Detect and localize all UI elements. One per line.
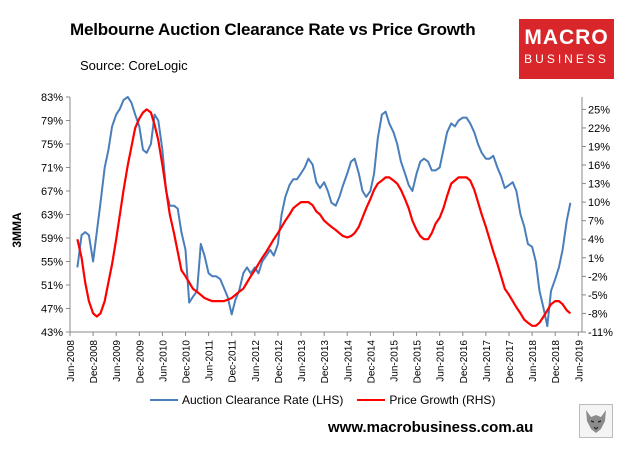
x-tick-label: Jun-2013 [297,340,308,382]
x-tick-label: Jun-2009 [112,340,123,382]
chart-legend: Auction Clearance Rate (LHS) Price Growt… [150,393,509,407]
x-tick-label: Dec-2008 [89,340,100,384]
plot-frame [69,97,583,333]
wolf-icon [579,404,613,438]
x-tick-label: Dec-2012 [274,340,285,384]
x-tick-label: Dec-2013 [320,340,331,384]
right-tick-label: 16% [588,160,610,172]
macrobusiness-logo: MACRO BUSINESS [519,19,614,79]
x-tick-label: Jun-2011 [205,340,216,381]
legend-label-growth: Price Growth (RHS) [389,393,496,407]
x-tick-label: Jun-2015 [389,340,400,382]
x-tick-label: Jun-2019 [574,340,585,382]
x-tick-label: Jun-2016 [436,340,447,382]
legend-label-clearance: Auction Clearance Rate (LHS) [182,393,344,407]
x-tick-label: Dec-2014 [366,340,377,384]
series-lines [76,96,572,328]
right-tick-label: -8% [588,308,608,320]
left-tick-label: 83% [41,92,63,104]
logo-line-1: MACRO [524,26,609,49]
x-axis-ticks: Jun-2008 Dec-2008 Jun-2009 Dec-2009 Jun-2010… [66,332,585,383]
right-tick-label: 13% [588,179,610,191]
logo-line-2: BUSINESS [524,52,609,66]
right-tick-label: 22% [588,123,610,135]
x-tick-label: Dec-2016 [459,340,470,384]
right-axis-ticks: -11% -8% -5% -2% 1% 4% 7% 10% 13% 16% 19% 22% 25% [582,104,613,339]
left-tick-label: 63% [41,210,63,222]
left-tick-label: 67% [41,186,63,198]
right-tick-label: 4% [588,234,604,246]
left-tick-label: 51% [41,280,63,292]
website-url: www.macrobusiness.com.au [328,419,534,436]
x-tick-label: Dec-2010 [182,340,193,384]
x-tick-label: Jun-2012 [251,340,262,382]
right-tick-label: 19% [588,141,610,153]
series-line-price-growth [76,108,572,327]
chart-title: Melbourne Auction Clearance Rate vs Pric… [70,20,476,39]
left-tick-label: 59% [41,233,63,245]
x-tick-label: Dec-2018 [551,340,562,384]
right-tick-label: -2% [588,271,608,283]
left-tick-label: 71% [41,163,63,175]
right-tick-label: 10% [588,197,610,209]
x-tick-label: Dec-2011 [228,340,239,383]
series-line-clearance-rate [76,96,572,328]
right-tick-label: 25% [588,104,610,116]
left-axis-ticks: 43% 47% 51% 55% 59% 63% 67% 71% 75% 79% 83% [41,92,70,339]
x-tick-label: Dec-2017 [505,340,516,384]
legend-item-clearance: Auction Clearance Rate (LHS) [150,393,343,407]
right-tick-label: 1% [588,253,604,265]
x-tick-label: Jun-2010 [158,340,169,382]
right-tick-label: -5% [588,290,608,302]
left-tick-label: 55% [41,257,63,269]
x-tick-label: Dec-2009 [135,340,146,384]
chart-source: Source: CoreLogic [80,58,188,73]
left-tick-label: 75% [41,139,63,151]
right-tick-label: 7% [588,216,604,228]
x-tick-label: Jun-2008 [66,340,77,382]
x-tick-label: Jun-2017 [482,340,493,382]
x-tick-label: Jun-2014 [343,340,354,382]
left-tick-label: 43% [41,327,63,339]
legend-swatch-growth [357,399,386,401]
right-tick-label: -11% [588,327,613,339]
legend-item-growth: Price Growth (RHS) [357,393,495,407]
legend-swatch-clearance [150,399,178,401]
x-tick-label: Jun-2018 [528,340,539,382]
left-tick-label: 79% [41,116,63,128]
left-tick-label: 47% [41,304,63,316]
x-tick-label: Dec-2015 [413,340,424,384]
